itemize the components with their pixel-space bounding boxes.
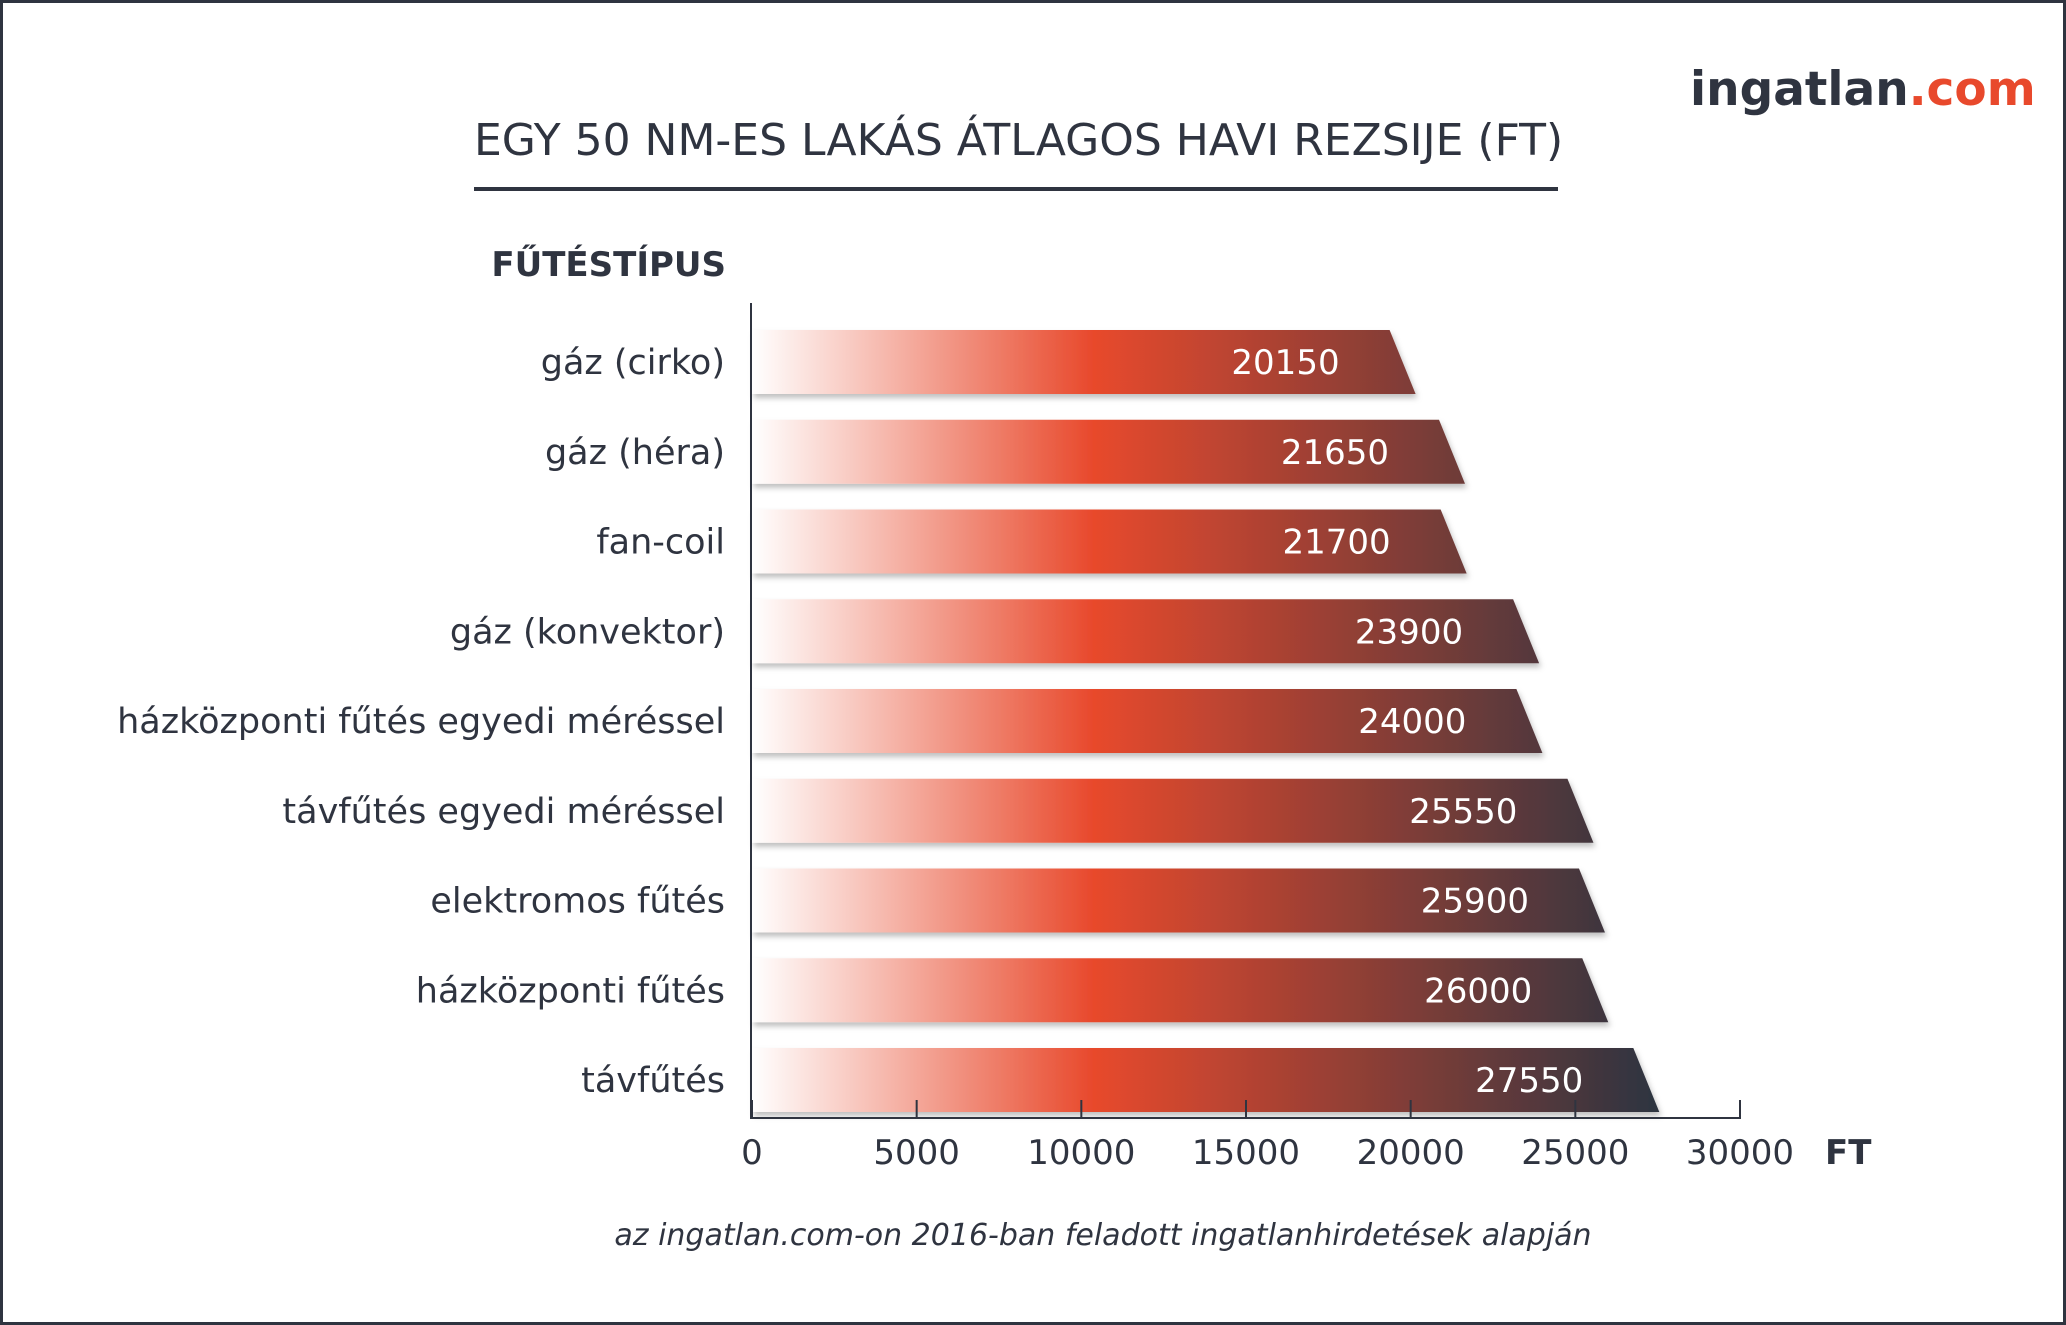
- x-tick-label-25000: 25000: [1521, 1133, 1629, 1173]
- value-label-7: 25900: [1421, 882, 1529, 922]
- bar-9: [752, 1048, 1660, 1112]
- value-label-4: 23900: [1355, 612, 1463, 652]
- value-label-1: 20150: [1231, 343, 1339, 383]
- category-label-5: házközponti fűtés egyedi méréssel: [117, 702, 725, 742]
- category-label-8: házközponti fűtés: [416, 971, 725, 1011]
- category-header: FŰTÉSTÍPUS: [491, 245, 726, 285]
- value-label-6: 25550: [1409, 792, 1517, 832]
- bar-6: [752, 778, 1594, 843]
- bar-8: [752, 958, 1609, 1023]
- bars-group: [752, 330, 1660, 1112]
- x-tick-label-30000: 30000: [1686, 1133, 1794, 1173]
- value-label-9: 27550: [1475, 1061, 1583, 1101]
- category-label-6: távfűtés egyedi méréssel: [282, 792, 725, 832]
- value-label-8: 26000: [1424, 971, 1532, 1011]
- bar-5: [752, 689, 1543, 753]
- category-labels: gáz (cirko) gáz (héra) fan-coil gáz (konvek…: [117, 343, 725, 1101]
- bar-4: [752, 599, 1540, 664]
- logo-accent: .com: [1908, 62, 2036, 117]
- x-axis-unit-label: FT: [1825, 1133, 1872, 1173]
- brand-logo: ingatlan.com: [1690, 62, 2036, 117]
- logo-main: ingatlan: [1690, 62, 1909, 117]
- category-label-7: elektromos fűtés: [430, 882, 725, 922]
- axes: 0 5000 10000 15000 20000 25000 30000 FT: [741, 303, 1872, 1173]
- bar-7: [752, 868, 1605, 933]
- value-label-2: 21650: [1281, 433, 1389, 473]
- bar-3: [752, 509, 1467, 574]
- category-label-3: fan-coil: [596, 523, 725, 563]
- bar-2: [752, 419, 1466, 484]
- category-label-1: gáz (cirko): [541, 343, 725, 383]
- x-tick-label-10000: 10000: [1027, 1133, 1135, 1173]
- category-label-9: távfűtés: [581, 1061, 725, 1101]
- value-label-5: 24000: [1358, 702, 1466, 742]
- chart-title: EGY 50 NM-ES LAKÁS ÁTLAGOS HAVI REZSIJE …: [474, 115, 1564, 166]
- x-tick-label-20000: 20000: [1357, 1133, 1465, 1173]
- bar-1: [752, 330, 1416, 394]
- x-tick-label-5000: 5000: [873, 1133, 960, 1173]
- value-label-3: 21700: [1282, 523, 1390, 563]
- source-note: az ingatlan.com-on 2016-ban feladott ing…: [614, 1218, 1592, 1253]
- x-tick-label-15000: 15000: [1192, 1133, 1300, 1173]
- title-underline: [474, 187, 1558, 191]
- x-tick-label-0: 0: [741, 1133, 763, 1173]
- category-label-4: gáz (konvektor): [450, 612, 725, 652]
- value-labels: 20150 21650 21700 23900 24000 25550 25900 26000…: [1231, 343, 1583, 1101]
- category-label-2: gáz (héra): [545, 433, 725, 473]
